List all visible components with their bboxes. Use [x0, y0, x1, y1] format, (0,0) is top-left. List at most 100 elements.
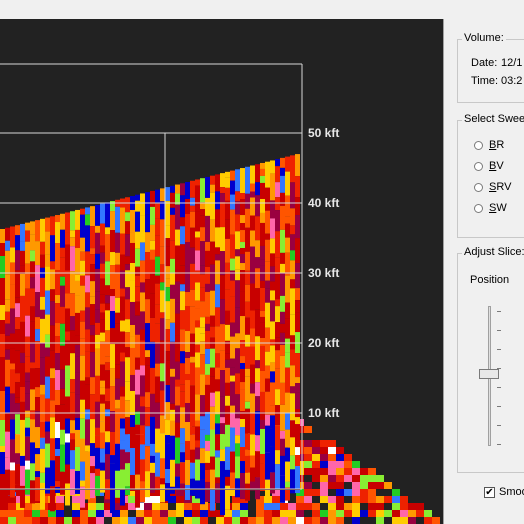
control-panel: Volume: Date: 12/1 Time: 03:2 Select Swe…	[443, 19, 524, 524]
reflectivity-cell	[260, 280, 265, 288]
smooth-checkbox[interactable]: ✔	[484, 487, 495, 498]
ground-echo-cell	[24, 510, 32, 517]
reflectivity-cell	[275, 274, 280, 300]
reflectivity-cell	[185, 422, 190, 442]
reflectivity-cell	[205, 316, 210, 324]
reflectivity-cell	[265, 288, 270, 303]
reflectivity-cell	[210, 315, 215, 327]
reflectivity-cell	[170, 368, 175, 377]
reflectivity-cell	[25, 356, 30, 373]
reflectivity-cell	[60, 229, 65, 248]
altitude-label: 20 kft	[308, 336, 339, 350]
reflectivity-cell	[225, 461, 230, 470]
sweep-radio-0[interactable]	[474, 141, 483, 150]
reflectivity-cell	[235, 348, 240, 374]
reflectivity-cell	[170, 284, 175, 299]
reflectivity-cell	[165, 319, 170, 330]
reflectivity-cell	[190, 362, 195, 386]
reflectivity-cell	[125, 400, 130, 418]
sweep-radio-label-2[interactable]: SRV	[489, 181, 511, 193]
reflectivity-cell	[40, 254, 45, 268]
ground-echo-cell	[336, 503, 344, 510]
reflectivity-cell	[85, 419, 90, 446]
reflectivity-cell	[50, 325, 55, 351]
ground-echo-cell	[80, 517, 88, 524]
reflectivity-cell	[65, 396, 70, 419]
reflectivity-cell	[200, 429, 205, 449]
ground-echo-cell	[240, 503, 248, 510]
reflectivity-cell	[255, 268, 260, 289]
window-top-strip	[0, 0, 524, 19]
altitude-label: 10 kft	[308, 406, 339, 420]
reflectivity-cell	[285, 429, 290, 448]
sweep-radio-3[interactable]	[474, 204, 483, 213]
sweep-radio-label-0[interactable]: BR	[489, 139, 504, 151]
reflectivity-cell	[275, 182, 280, 198]
reflectivity-cell	[160, 381, 165, 391]
ground-echo-cell	[304, 503, 312, 510]
ground-echo-cell	[352, 510, 360, 517]
ground-echo-cell	[56, 510, 64, 517]
ground-echo-cell	[232, 510, 240, 517]
reflectivity-cell	[255, 257, 260, 269]
reflectivity-cell	[275, 257, 280, 275]
reflectivity-cell	[170, 214, 175, 241]
reflectivity-cell	[80, 355, 85, 381]
radar-3d-viewport[interactable]: 50 kft 40 kft 30 kft 20 kft 10 kft	[0, 19, 443, 524]
reflectivity-cell	[285, 352, 290, 368]
reflectivity-cell	[205, 250, 210, 267]
reflectivity-cell	[240, 363, 245, 370]
reflectivity-cell	[10, 439, 15, 463]
reflectivity-cell	[250, 481, 255, 491]
reflectivity-cell	[105, 370, 110, 389]
reflectivity-cell	[75, 247, 80, 275]
ground-echo-cell	[416, 510, 424, 517]
ground-echo-cell	[200, 510, 208, 517]
ground-echo-cell	[192, 496, 200, 503]
sweep-radio-1[interactable]	[474, 162, 483, 171]
ground-echo-cell	[56, 503, 64, 510]
reflectivity-cell	[240, 223, 245, 231]
reflectivity-cell	[80, 208, 85, 215]
reflectivity-cell	[65, 212, 70, 233]
ground-echo-cell	[296, 510, 304, 517]
reflectivity-cell	[30, 442, 35, 464]
reflectivity-cell	[200, 215, 205, 228]
position-slider-thumb[interactable]	[479, 369, 499, 379]
reflectivity-cell	[5, 431, 10, 458]
reflectivity-cell	[120, 320, 125, 332]
reflectivity-cell	[105, 362, 110, 371]
reflectivity-cell	[230, 412, 235, 428]
reflectivity-cell	[125, 452, 130, 464]
reflectivity-cell	[85, 384, 90, 410]
ground-echo-cell	[360, 496, 368, 503]
reflectivity-cell	[190, 385, 195, 413]
sweep-radio-label-1[interactable]: BV	[489, 160, 504, 172]
reflectivity-cell	[45, 347, 50, 357]
reflectivity-cell	[250, 183, 255, 192]
reflectivity-cell	[50, 235, 55, 262]
reflectivity-cell	[230, 234, 235, 259]
ground-echo-cell	[96, 517, 104, 524]
reflectivity-cell	[70, 433, 75, 440]
reflectivity-cell	[170, 403, 175, 410]
reflectivity-cell	[155, 363, 160, 377]
reflectivity-cell	[180, 265, 185, 285]
reflectivity-cell	[125, 234, 130, 257]
reflectivity-cell	[295, 417, 300, 425]
reflectivity-cell	[290, 260, 295, 280]
reflectivity-cell	[240, 242, 245, 249]
reflectivity-cell	[195, 459, 200, 481]
reflectivity-cell	[145, 471, 150, 498]
reflectivity-cell	[205, 469, 210, 482]
reflectivity-cell	[55, 336, 60, 354]
reflectivity-cell	[140, 425, 145, 435]
reflectivity-cell	[105, 454, 110, 480]
reflectivity-cell	[140, 406, 145, 426]
reflectivity-cell	[135, 266, 140, 276]
reflectivity-cell	[150, 472, 155, 493]
sweep-radio-label-3[interactable]: SW	[489, 202, 507, 214]
reflectivity-cell	[195, 231, 200, 238]
sweep-radio-2[interactable]	[474, 183, 483, 192]
ground-echo-cell	[168, 496, 176, 503]
